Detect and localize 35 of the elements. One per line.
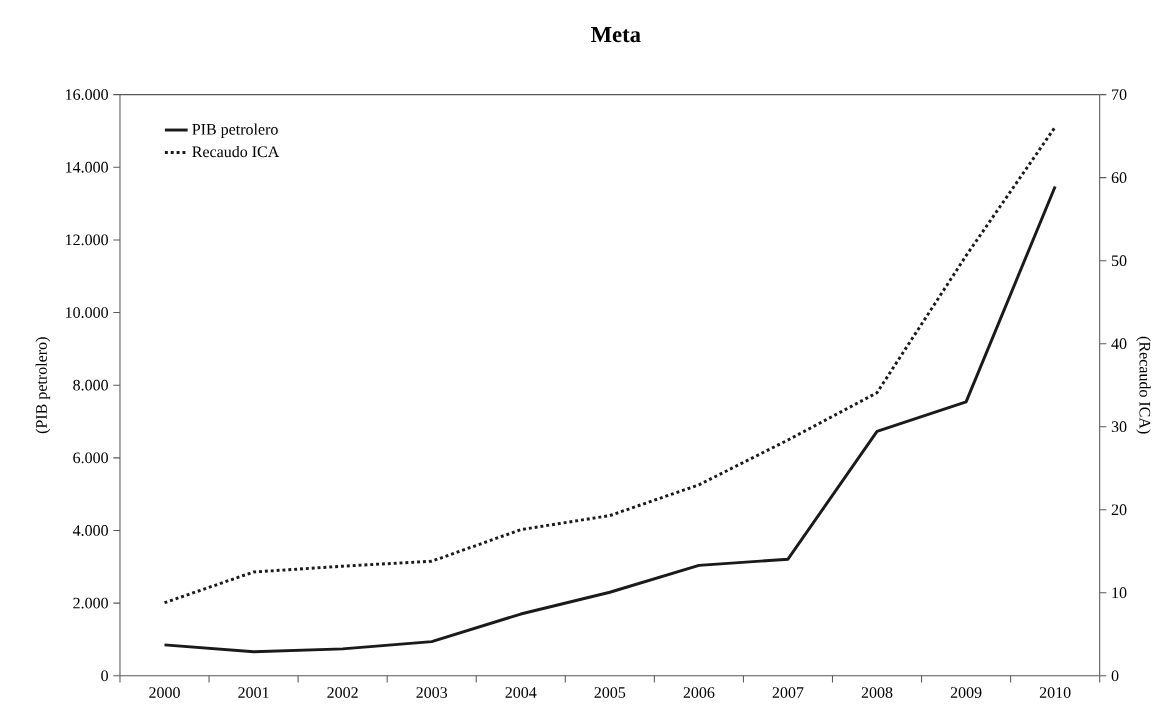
y2-tick-label: 40: [1111, 338, 1127, 350]
y-tick-label: 10.000: [66, 307, 108, 318]
y-tick-label: 4.000: [72, 525, 108, 536]
y-tick-label: 8.000: [73, 379, 108, 391]
chart-title: Meta: [591, 27, 641, 43]
y2-tick-label: 60: [1111, 172, 1127, 183]
x-tick-label: 2005: [594, 687, 626, 698]
y-tick-label: 12.000: [66, 234, 108, 246]
line-series: [163, 185, 1057, 654]
y-tick-label: 0: [101, 670, 108, 682]
y-tick-label: 6.000: [73, 452, 108, 464]
x-tick-label: 2001: [238, 687, 269, 698]
x-tick-label: 2008: [861, 687, 893, 698]
y2-axis-title: (Recaudo ICA): [1136, 336, 1151, 434]
x-tick-label: 2009: [950, 687, 982, 698]
y-axis-title: (PIB petrolero): [35, 337, 51, 434]
x-tick-label: 2006: [683, 687, 715, 698]
y-tick-label: 16.000: [66, 89, 108, 101]
x-tick-label: 2007: [772, 687, 804, 698]
y2-tick-label: 70: [1112, 89, 1127, 100]
x-tick-label: 2000: [149, 687, 180, 698]
x-tick-label: 2002: [327, 687, 358, 698]
x-tick-label: 2010: [1039, 687, 1071, 698]
legend-label: PIB petrolero: [192, 123, 278, 138]
y2-tick-label: 50: [1111, 255, 1127, 267]
y2-tick-label: 30: [1111, 421, 1127, 433]
x-tick-label: 2003: [416, 687, 448, 698]
line-series: [163, 125, 1057, 605]
legend-label: Recaudo ICA: [192, 145, 280, 158]
y-tick-label: 14.000: [66, 161, 108, 173]
y2-tick-label: 0: [1111, 670, 1119, 682]
y-tick-label: 2.000: [73, 597, 108, 609]
y2-tick-label: 10: [1112, 587, 1127, 599]
x-tick-label: 2004: [505, 687, 537, 698]
y2-tick-label: 20: [1111, 504, 1127, 516]
